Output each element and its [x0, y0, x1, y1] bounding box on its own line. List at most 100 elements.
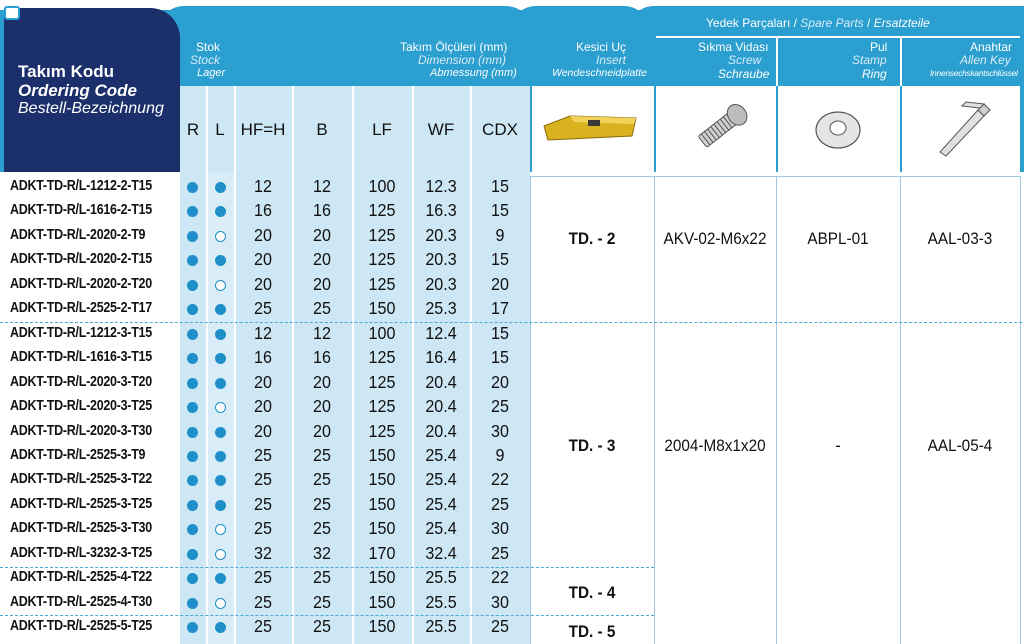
ordering-code: ADKT-TD-R/L-3232-3-T25 [10, 544, 152, 561]
cell-lf: 100 [368, 322, 396, 343]
ordering-code: ADKT-TD-R/L-2525-2-T17 [10, 300, 152, 317]
ordering-code-header [4, 8, 180, 172]
cell-hf: 20 [254, 371, 272, 392]
stock-r-in-stock-icon [187, 597, 198, 609]
ordering-code: ADKT-TD-R/L-2525-3-T22 [10, 471, 152, 488]
cell-cdx: 30 [491, 518, 509, 539]
ordering-code: ADKT-TD-R/L-2525-4-T30 [10, 593, 152, 610]
stock-r-in-stock-icon [187, 377, 198, 389]
ordering-code: ADKT-TD-R/L-2020-3-T20 [10, 373, 152, 390]
cell-hf: 16 [254, 200, 272, 221]
stock-r-in-stock-icon [187, 622, 198, 634]
stock-l-not-in-stock-icon [215, 230, 226, 242]
cell-cdx: 22 [491, 567, 509, 588]
cell-lf: 150 [368, 591, 396, 612]
cell-wf: 25.4 [425, 444, 457, 465]
cell-lf: 125 [368, 200, 396, 221]
ordering-code: ADKT-TD-R/L-1212-2-T15 [10, 178, 152, 194]
cell-lf: 150 [368, 298, 396, 319]
cell-b: 20 [313, 224, 331, 245]
cell-wf: 25.3 [425, 298, 457, 319]
cell-hf: 20 [254, 249, 272, 270]
screw-td2: AKV-02-M6x22 [663, 229, 767, 248]
cell-lf: 150 [368, 567, 396, 588]
cell-wf: 20.4 [425, 371, 457, 392]
cell-hf: 20 [254, 420, 272, 441]
cell-lf: 125 [368, 249, 396, 270]
col-hf: HF=H [240, 120, 286, 139]
cell-cdx: 20 [491, 371, 509, 392]
cell-cdx: 30 [491, 420, 509, 441]
screw-icon [698, 104, 748, 148]
stock-l-in-stock-icon [215, 206, 226, 218]
stock-en: Stock [190, 53, 221, 67]
cell-lf: 150 [368, 469, 396, 490]
stock-r-in-stock-icon [187, 230, 198, 242]
cell-cdx: 25 [491, 396, 509, 417]
cell-hf: 12 [254, 176, 272, 196]
stock-l-in-stock-icon [215, 622, 226, 634]
ordering-code: ADKT-TD-R/L-2525-3-T30 [10, 520, 152, 537]
stock-l-in-stock-icon [215, 377, 226, 389]
stock-r-in-stock-icon [187, 206, 198, 218]
ordering-code: ADKT-TD-R/L-2020-3-T30 [10, 422, 152, 439]
ring-de: Ring [862, 67, 887, 81]
cell-cdx: 9 [495, 224, 505, 245]
key-td2: AAL-03-3 [927, 229, 993, 248]
cell-b: 20 [313, 420, 331, 441]
cell-wf: 25.4 [425, 518, 457, 539]
stock-r-in-stock-icon [187, 573, 198, 585]
col-r: R [186, 120, 200, 139]
stock-tr: Stok [196, 40, 221, 54]
cell-cdx: 9 [495, 444, 505, 465]
cell-hf: 25 [254, 298, 272, 319]
ordering-code-de: Bestell-Bezeichnung [18, 100, 164, 117]
ring-td2: ABPL-01 [807, 229, 869, 248]
ordering-code: ADKT-TD-R/L-2525-3-T9 [10, 446, 146, 463]
cell-cdx: 22 [491, 469, 509, 490]
cell-lf: 170 [368, 542, 396, 563]
stock-l-in-stock-icon [215, 328, 226, 340]
cell-b: 20 [313, 249, 331, 270]
stock-r-in-stock-icon [187, 353, 198, 365]
col-cdx: CDX [482, 120, 518, 139]
cell-lf: 150 [368, 493, 396, 514]
cell-lf: 125 [368, 273, 396, 294]
cell-hf: 25 [254, 444, 272, 465]
cell-wf: 20.3 [425, 249, 457, 270]
cell-hf: 25 [254, 469, 272, 490]
stock-l-not-in-stock-icon [215, 279, 226, 291]
col-b: B [316, 120, 328, 139]
stock-r-in-stock-icon [187, 499, 198, 511]
cell-b: 25 [313, 493, 331, 514]
stock-r-in-stock-icon [187, 304, 198, 316]
cell-lf: 125 [368, 396, 396, 417]
screw-tr: Sıkma Vidası [698, 40, 769, 54]
cell-lf: 125 [368, 420, 396, 441]
ordering-code: ADKT-TD-R/L-2020-3-T25 [10, 398, 152, 415]
insert-td2: TD. - 2 [568, 229, 616, 248]
ring-en: Stamp [852, 53, 887, 67]
key-en: Allen Key [960, 53, 1011, 67]
cell-wf: 20.4 [425, 420, 457, 441]
cell-lf: 150 [368, 518, 396, 539]
ordering-code-tr: Takım Kodu [18, 62, 115, 81]
cell-b: 32 [313, 542, 331, 563]
stock-l-in-stock-icon [215, 499, 226, 511]
insert-de: Wendeschneidplatte [552, 67, 647, 79]
cell-cdx: 20 [491, 273, 509, 294]
stock-r-in-stock-icon [187, 402, 198, 414]
cell-wf: 25.5 [425, 591, 457, 612]
ordering-code: ADKT-TD-R/L-2525-4-T22 [10, 569, 152, 586]
cell-wf: 16.4 [425, 347, 457, 368]
stock-l-in-stock-icon [215, 353, 226, 365]
key-de: Innensechskantschlüssel [930, 68, 1018, 78]
cell-hf: 20 [254, 224, 272, 245]
stock-r-in-stock-icon [187, 328, 198, 340]
ordering-code: ADKT-TD-R/L-2020-2-T15 [10, 251, 152, 268]
cell-b: 12 [313, 176, 331, 196]
dimension-en: Dimension (mm) [418, 53, 507, 67]
cell-b: 16 [313, 200, 331, 221]
cell-hf: 20 [254, 396, 272, 417]
ordering-code: ADKT-TD-R/L-2525-3-T25 [10, 495, 152, 512]
